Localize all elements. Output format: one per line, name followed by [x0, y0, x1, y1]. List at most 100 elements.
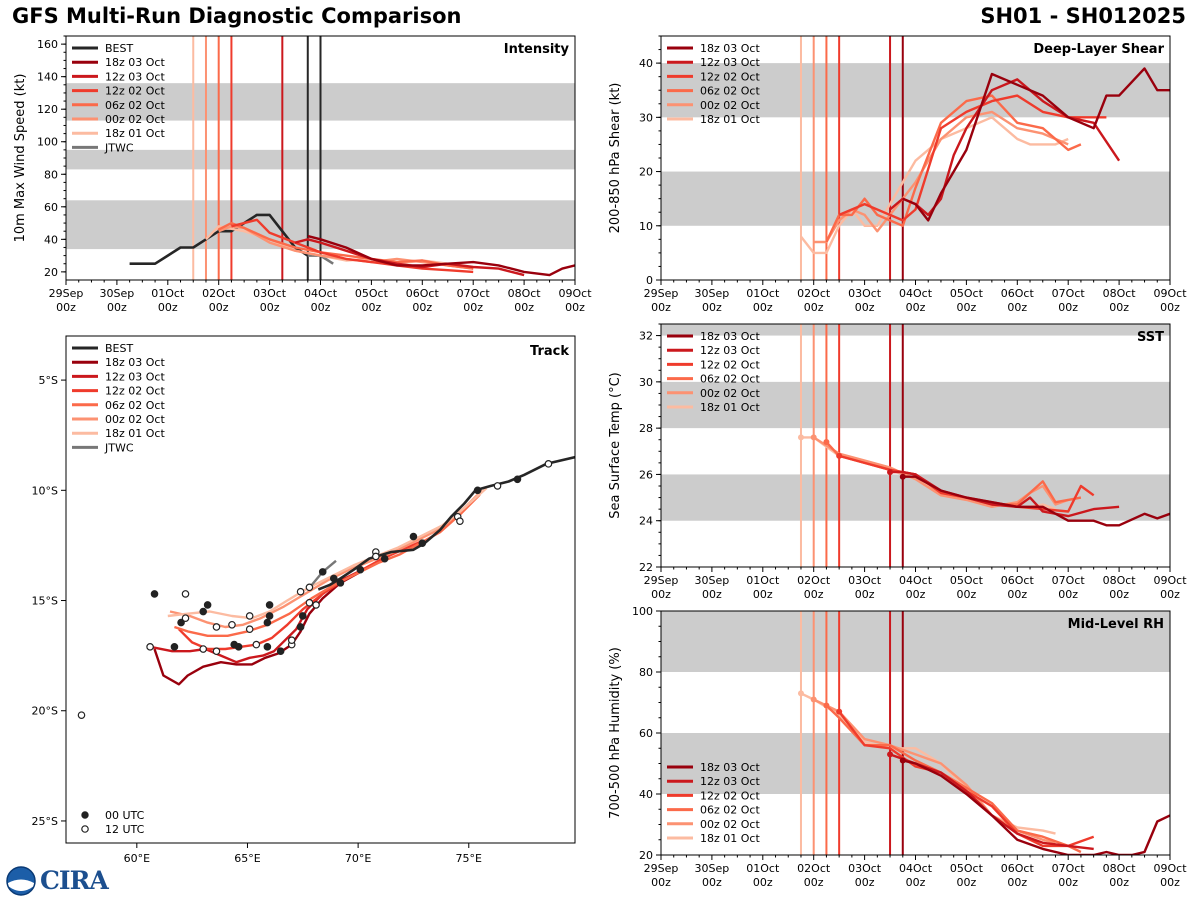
- intensity-ytick-label: 140: [37, 71, 58, 84]
- sst-ylabel: Sea Surface Temp (°C): [608, 372, 623, 519]
- rh-legend-label: 12z 03 Oct: [700, 775, 760, 788]
- intensity-legend-label: 18z 03 Oct: [105, 56, 165, 69]
- track-dot-12utc: [287, 636, 296, 645]
- shear-xtick-day: 05Oct: [950, 287, 984, 300]
- track-ytick-label: 10°S: [32, 484, 58, 497]
- sst-xtick-day: 06Oct: [1001, 574, 1035, 587]
- track-dot-00utc: [473, 486, 482, 495]
- rh-start-dot-18z-03-oct: [899, 757, 906, 764]
- shear-xtick-day: 07Oct: [1052, 287, 1086, 300]
- intensity-xtick-day: 29Sep: [49, 287, 84, 300]
- track-panel-title: Track: [530, 344, 569, 359]
- sst-xtick-hour: 00z: [855, 588, 875, 601]
- track-dot-00utc: [513, 475, 522, 484]
- rh-panel-title: Mid-Level RH: [1068, 617, 1164, 632]
- intensity-ytick-label: 80: [44, 168, 58, 181]
- track-dot-00utc: [356, 565, 365, 574]
- sst-xtick-hour: 00z: [1109, 588, 1129, 601]
- intensity-xtick-day: 09Oct: [558, 287, 592, 300]
- rh-xtick-hour: 00z: [804, 876, 824, 889]
- track-legend-dot-12: [81, 825, 89, 833]
- intensity-xtick-day: 04Oct: [304, 287, 338, 300]
- intensity-xtick-hour: 00z: [514, 301, 534, 314]
- rh-xtick-day: 08Oct: [1103, 862, 1137, 875]
- track-dot-12utc: [181, 614, 190, 622]
- shear-band-0: [661, 171, 1170, 226]
- track-dot-12utc: [456, 517, 464, 525]
- rh-series-18z-03-oct: [902, 759, 1170, 855]
- shear-xtick-day: 03Oct: [848, 287, 882, 300]
- intensity-ylabel: 10m Max Wind Speed (kt): [13, 74, 28, 243]
- track-dot-00utc: [265, 601, 274, 609]
- rh-xtick-hour: 00z: [906, 876, 926, 889]
- track-dot-12utc: [312, 601, 320, 609]
- track-dot-12utc: [305, 598, 314, 607]
- track-dot-00utc: [177, 618, 185, 627]
- sst-xtick-day: 04Oct: [899, 574, 933, 587]
- track-legend-label: BEST: [105, 342, 133, 355]
- track-dot-12utc: [181, 590, 190, 598]
- intensity-series-12z-02-oct: [231, 218, 474, 274]
- shear-legend-label: 12z 02 Oct: [700, 70, 760, 83]
- track-dot-00utc: [150, 590, 159, 598]
- shear-legend-label: 00z 02 Oct: [700, 99, 760, 112]
- sst-band-1: [661, 381, 1170, 429]
- sst-start-dot-00z-02-oct: [810, 434, 817, 441]
- track-legend-00-label: 00 UTC: [105, 809, 145, 822]
- track-dot-00utc: [170, 643, 179, 651]
- intensity-xtick-day: 05Oct: [355, 287, 389, 300]
- shear-legend-label: 18z 03 Oct: [700, 42, 760, 55]
- track-dot-00utc: [203, 601, 212, 609]
- rh-xtick-day: 02Oct: [797, 862, 831, 875]
- intensity-xtick-hour: 00z: [565, 301, 585, 314]
- track-legend-label: 18z 01 Oct: [105, 427, 165, 440]
- sst-xtick-hour: 00z: [1160, 588, 1180, 601]
- track-dot-00utc: [276, 647, 285, 656]
- shear-band-1: [661, 63, 1170, 118]
- intensity-legend-label: 12z 02 Oct: [105, 85, 165, 98]
- track-xtick-label: 75°E: [456, 852, 482, 865]
- sst-start-dot-06z-02-oct: [823, 439, 830, 446]
- storm-id: SH01 - SH012025: [980, 4, 1186, 28]
- track-dot-00utc: [418, 539, 427, 548]
- rh-ytick-label: 60: [639, 727, 653, 740]
- rh-xtick-day: 30Sep: [695, 862, 730, 875]
- shear-xtick-hour: 00z: [957, 301, 977, 314]
- figure-title: GFS Multi-Run Diagnostic Comparison: [12, 4, 462, 28]
- track-ytick-label: 25°S: [32, 815, 58, 828]
- rh-start-dot-00z-02-oct: [810, 696, 817, 703]
- intensity-xtick-hour: 00z: [412, 301, 432, 314]
- track-frame: [65, 335, 576, 844]
- intensity-xtick-day: 07Oct: [457, 287, 491, 300]
- sst-ytick-label: 24: [639, 515, 653, 528]
- sst-xtick-day: 07Oct: [1052, 574, 1086, 587]
- shear-xtick-hour: 00z: [702, 301, 722, 314]
- track-dot-00utc: [199, 607, 208, 616]
- rh-start-dot-12z-03-oct: [887, 751, 894, 758]
- track-xtick-label: 60°E: [124, 852, 150, 865]
- shear-xtick-day: 04Oct: [899, 287, 933, 300]
- track-dot-12utc: [77, 711, 86, 719]
- intensity-panel-title: Intensity: [504, 42, 570, 57]
- sst-xtick-hour: 00z: [1007, 588, 1027, 601]
- rh-xtick-hour: 00z: [1058, 876, 1078, 889]
- shear-xtick-day: 06Oct: [1001, 287, 1035, 300]
- intensity-xtick-day: 30Sep: [100, 287, 135, 300]
- shear-panel-title: Deep-Layer Shear: [1033, 42, 1164, 57]
- shear-xtick-day: 01Oct: [746, 287, 780, 300]
- track-dot-12utc: [228, 620, 236, 629]
- rh-ytick-label: 40: [639, 788, 653, 801]
- sst-start-dot-18z-01-oct: [797, 434, 804, 441]
- shear-xtick-hour: 00z: [804, 301, 824, 314]
- shear-ytick-label: 0: [646, 274, 653, 287]
- shear-xtick-hour: 00z: [1109, 301, 1129, 314]
- shear-ytick-label: 40: [639, 57, 653, 70]
- sst-legend-label: 00z 02 Oct: [700, 387, 760, 400]
- intensity-ytick-label: 40: [44, 233, 58, 246]
- rh-xtick-day: 03Oct: [848, 862, 882, 875]
- sst-legend-label: 12z 03 Oct: [700, 344, 760, 357]
- intensity-legend-label: 12z 03 Oct: [105, 70, 165, 83]
- rh-xtick-hour: 00z: [1007, 876, 1027, 889]
- shear-ytick-label: 10: [639, 220, 653, 233]
- shear-xtick-day: 29Sep: [644, 287, 679, 300]
